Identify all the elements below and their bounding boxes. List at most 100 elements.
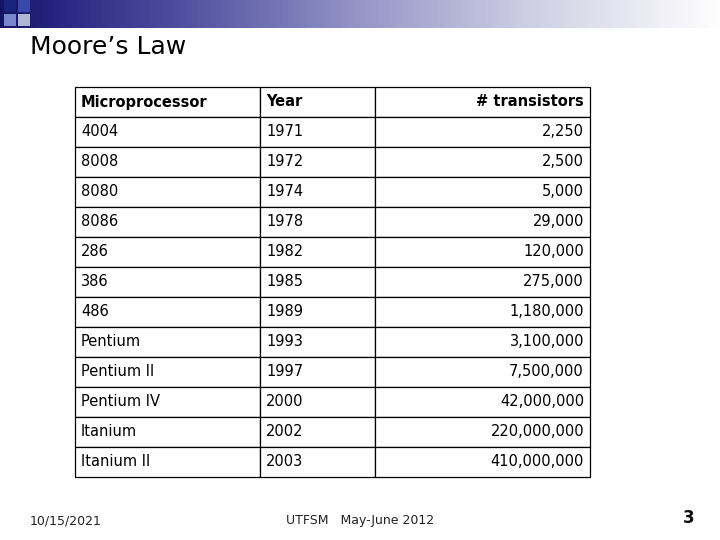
Bar [260, 267, 375, 297]
Bar [12, 0, 18, 28]
Bar [696, 0, 702, 28]
Bar [75, 87, 260, 117]
Text: 1985: 1985 [266, 274, 303, 289]
Bar [54, 0, 60, 28]
Bar [78, 0, 84, 28]
Bar [300, 0, 306, 28]
Bar [48, 0, 54, 28]
Bar [75, 177, 260, 207]
Bar [564, 0, 570, 28]
Bar [240, 0, 246, 28]
Bar [144, 0, 150, 28]
Bar [576, 0, 582, 28]
Bar [450, 0, 456, 28]
Bar [252, 0, 258, 28]
Bar [375, 87, 590, 117]
Text: 8008: 8008 [81, 154, 118, 170]
Bar [84, 0, 90, 28]
Bar [375, 237, 590, 267]
Bar [444, 0, 450, 28]
Bar [486, 0, 492, 28]
Bar [402, 0, 408, 28]
Bar [114, 0, 120, 28]
Bar [396, 0, 402, 28]
Bar [360, 0, 366, 28]
Bar [375, 447, 590, 477]
Bar [260, 147, 375, 177]
Bar [342, 0, 348, 28]
Bar [672, 0, 678, 28]
Bar [642, 0, 648, 28]
Bar [474, 0, 480, 28]
Bar [180, 0, 186, 28]
Bar [75, 267, 260, 297]
Text: 410,000,000: 410,000,000 [490, 455, 584, 469]
Bar [468, 0, 474, 28]
Bar [36, 0, 42, 28]
Bar [375, 417, 590, 447]
Bar [186, 0, 192, 28]
Bar [636, 0, 642, 28]
Bar [276, 0, 282, 28]
Bar [426, 0, 432, 28]
Bar [260, 207, 375, 237]
Bar [678, 0, 684, 28]
Text: Itanium: Itanium [81, 424, 137, 440]
Bar [660, 0, 666, 28]
Bar [4, 0, 16, 12]
Text: Microprocessor: Microprocessor [81, 94, 207, 110]
Bar [375, 297, 590, 327]
Bar [260, 327, 375, 357]
Bar [75, 237, 260, 267]
Text: # transistors: # transistors [476, 94, 584, 110]
Bar [588, 0, 594, 28]
Bar [264, 0, 270, 28]
Bar [75, 387, 260, 417]
Bar [75, 357, 260, 387]
Bar [375, 387, 590, 417]
Bar [258, 0, 264, 28]
Bar [72, 0, 78, 28]
Text: 4004: 4004 [81, 125, 118, 139]
Bar [420, 0, 426, 28]
Bar [270, 0, 276, 28]
Bar [582, 0, 588, 28]
Bar [492, 0, 498, 28]
Bar [204, 0, 210, 28]
Text: 2000: 2000 [266, 395, 304, 409]
Text: 5,000: 5,000 [542, 185, 584, 199]
Bar [690, 0, 696, 28]
Text: 220,000,000: 220,000,000 [490, 424, 584, 440]
Bar [6, 0, 12, 28]
Text: Year: Year [266, 94, 302, 110]
Bar [75, 327, 260, 357]
Text: 8080: 8080 [81, 185, 118, 199]
Bar [375, 267, 590, 297]
Text: 2,250: 2,250 [542, 125, 584, 139]
Bar [552, 0, 558, 28]
Bar [375, 147, 590, 177]
Bar [138, 0, 144, 28]
Bar [246, 0, 252, 28]
Bar [624, 0, 630, 28]
Bar [354, 0, 360, 28]
Bar [324, 0, 330, 28]
Text: 1997: 1997 [266, 364, 303, 380]
Bar [75, 297, 260, 327]
Bar [366, 0, 372, 28]
Bar [66, 0, 72, 28]
Bar [702, 0, 708, 28]
Bar [228, 0, 234, 28]
Bar [260, 117, 375, 147]
Text: 286: 286 [81, 245, 109, 260]
Text: Moore’s Law: Moore’s Law [30, 35, 186, 59]
Text: Itanium II: Itanium II [81, 455, 150, 469]
Bar [498, 0, 504, 28]
Text: 42,000,000: 42,000,000 [500, 395, 584, 409]
Text: 1971: 1971 [266, 125, 303, 139]
Bar [260, 177, 375, 207]
Text: 3,100,000: 3,100,000 [510, 334, 584, 349]
Text: 1978: 1978 [266, 214, 303, 230]
Bar [546, 0, 552, 28]
Bar [375, 117, 590, 147]
